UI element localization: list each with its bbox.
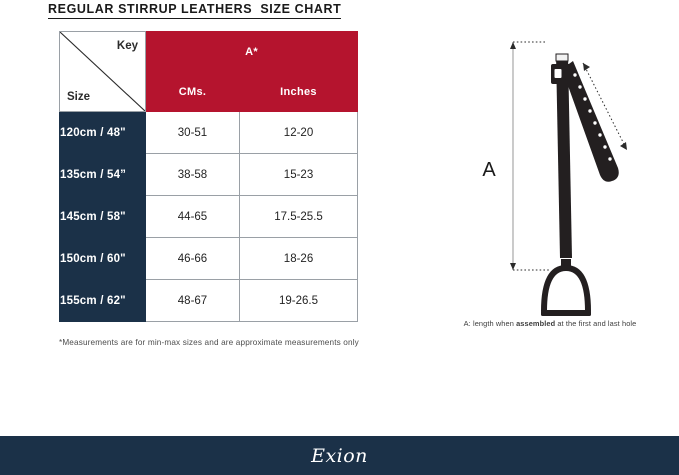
row-value-cms: 46-66 xyxy=(145,237,240,280)
diagonal-divider-icon xyxy=(60,32,145,111)
key-label: Key xyxy=(116,40,138,52)
key-size-diagonal-cell: Key Size xyxy=(59,31,146,112)
dimension-label-a: A xyxy=(482,159,496,181)
group-header-a: A* xyxy=(144,31,359,72)
table-header: Key Size A* CMs. Inches xyxy=(59,31,359,112)
size-table: Key Size A* CMs. Inches 120cm / 48" 30-5… xyxy=(59,31,359,322)
leather-strap-diagonal xyxy=(562,61,619,182)
caption-text-after: at the first and last hole xyxy=(555,319,637,328)
row-value-inches: 18-26 xyxy=(238,237,359,280)
row-value-inches: 19-26.5 xyxy=(238,279,359,322)
row-value-inches: 15-23 xyxy=(238,153,359,196)
strap-holes xyxy=(573,73,612,161)
row-size-label: 135cm / 54” xyxy=(59,153,146,196)
size-table-container: Key Size A* CMs. Inches 120cm / 48" 30-5… xyxy=(59,31,359,322)
row-size-label: 155cm / 62" xyxy=(59,279,146,322)
table-row: 145cm / 58" 44-65 17.5-25.5 xyxy=(59,195,359,238)
column-header-cms: CMs. xyxy=(145,71,240,112)
row-value-inches: 12-20 xyxy=(238,111,359,154)
row-size-label: 145cm / 58" xyxy=(59,195,146,238)
table-row: 120cm / 48" 30-51 12-20 xyxy=(59,111,359,154)
footer-band: Exion xyxy=(0,436,679,475)
diagram-caption: A: length when assembled at the first an… xyxy=(430,319,670,328)
stirrup-leather-illustration-icon: A xyxy=(482,41,628,316)
table-row: 135cm / 54” 38-58 15-23 xyxy=(59,153,359,196)
caption-text-bold: assembled xyxy=(516,319,556,328)
leather-strap-vertical xyxy=(555,53,572,258)
table-body: 120cm / 48" 30-51 12-20 135cm / 54” 38-5… xyxy=(59,111,359,322)
table-footnote: *Measurements are for min-max sizes and … xyxy=(59,338,359,347)
table-row: 155cm / 62" 48-67 19-26.5 xyxy=(59,279,359,322)
table-row: 150cm / 60" 46-66 18-26 xyxy=(59,237,359,280)
dimension-line-a xyxy=(510,41,551,271)
caption-text-before: A: length when xyxy=(463,319,517,328)
page-title: REGULAR STIRRUP LEATHERS SIZE CHART xyxy=(48,2,342,19)
diagonal-reference-arrow xyxy=(582,62,628,151)
stirrup-iron xyxy=(541,259,591,316)
row-value-inches: 17.5-25.5 xyxy=(238,195,359,238)
row-size-label: 120cm / 48" xyxy=(59,111,146,154)
stirrup-leather-diagram: A xyxy=(455,28,665,328)
row-value-cms: 30-51 xyxy=(145,111,240,154)
row-value-cms: 48-67 xyxy=(145,279,240,322)
row-size-label: 150cm / 60" xyxy=(59,237,146,280)
table-header-row-group: Key Size A* xyxy=(59,31,359,112)
brand-logo: Exion xyxy=(311,444,368,467)
row-value-cms: 44-65 xyxy=(145,195,240,238)
size-label: Size xyxy=(67,91,91,103)
row-value-cms: 38-58 xyxy=(145,153,240,196)
column-header-inches: Inches xyxy=(238,71,359,112)
